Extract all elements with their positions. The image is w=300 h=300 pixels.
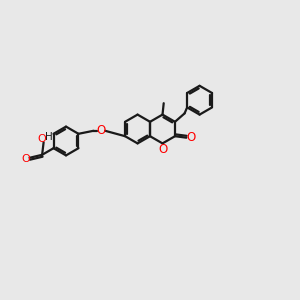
Text: O: O <box>158 142 168 156</box>
Text: O: O <box>186 130 195 144</box>
Text: H: H <box>45 132 52 142</box>
Text: O: O <box>37 134 46 144</box>
Text: O: O <box>96 124 106 137</box>
Text: O: O <box>22 154 30 164</box>
